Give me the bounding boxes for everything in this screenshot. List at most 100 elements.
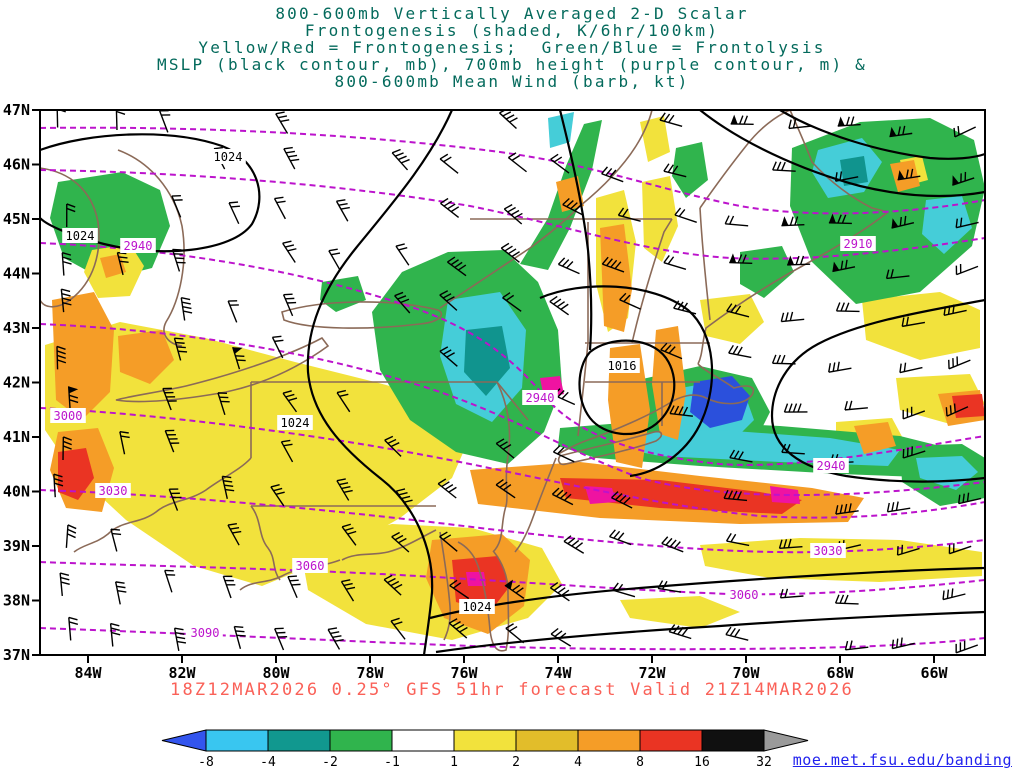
lon-axis-label: 70W xyxy=(732,664,760,682)
contour-label-mask xyxy=(210,149,246,164)
wind-barb xyxy=(659,112,683,128)
height-contour-line xyxy=(40,323,985,497)
wind-barb xyxy=(391,531,410,553)
mslp-contour-line xyxy=(558,110,593,351)
height-contour-line xyxy=(40,489,985,554)
wind-barb xyxy=(502,292,522,312)
wind-barb xyxy=(779,588,804,599)
wind-barb xyxy=(222,575,236,599)
contour-label: 1024 xyxy=(66,229,95,243)
lon-axis-label: 72W xyxy=(638,664,666,682)
wind-barb xyxy=(60,288,72,313)
wind-barb xyxy=(340,579,356,602)
mslp-contour-line xyxy=(435,610,985,654)
wind-barb xyxy=(395,243,410,266)
colorbar: -8 -4 -2 -1 1 2 4 8 16 32 xyxy=(161,729,809,768)
wind-barb xyxy=(439,346,458,367)
wind-barb xyxy=(65,524,77,548)
wind-barb xyxy=(619,292,641,310)
shading-region xyxy=(118,330,174,384)
shading-region xyxy=(652,326,686,440)
wind-barb xyxy=(724,215,749,227)
colorbar-cell xyxy=(205,729,269,752)
state-border-line xyxy=(496,381,529,421)
wind-barb xyxy=(56,345,67,370)
wind-barb xyxy=(328,248,341,272)
wind-barb xyxy=(771,354,796,365)
wind-barb xyxy=(505,623,525,644)
colorbar-cell xyxy=(453,729,517,752)
lon-axis-label: 84W xyxy=(74,664,102,682)
wind-barb xyxy=(834,171,859,182)
wind-barb xyxy=(902,446,926,459)
lat-axis-label: 45N xyxy=(3,210,30,228)
wind-barb xyxy=(729,449,753,463)
wind-barb xyxy=(164,569,176,593)
wind-barb xyxy=(901,316,926,328)
contour-label: 3030 xyxy=(814,544,843,558)
wind-barb xyxy=(549,295,570,316)
wind-barb xyxy=(114,581,127,605)
title-line-1: 800-600mb Vertically Averaged 2-D Scalar xyxy=(275,4,749,23)
wind-barb xyxy=(173,337,188,361)
shading-region xyxy=(58,448,94,500)
shading-region xyxy=(862,292,980,360)
wind-barb xyxy=(282,390,298,413)
contour-label-mask xyxy=(292,558,328,573)
wind-barb xyxy=(725,626,749,641)
wind-barb xyxy=(834,594,859,605)
contour-label: 2910 xyxy=(844,237,873,251)
shading-region xyxy=(700,294,764,344)
state-border-line xyxy=(281,301,443,329)
mslp-contour-line xyxy=(539,285,714,478)
lon-axis-label: 80W xyxy=(262,664,290,682)
title-line-3: Yellow/Red = Frontogenesis; Green/Blue =… xyxy=(198,38,826,57)
contour-label-mask xyxy=(459,599,495,614)
title-line-5: 800-600mb Mean Wind (barb, kt) xyxy=(334,72,690,91)
shading-region xyxy=(45,322,472,586)
wind-barb xyxy=(674,207,697,223)
title-line-2: Frontogenesis (shaded, K/6hr/100km) xyxy=(304,21,720,40)
wind-barb xyxy=(283,146,300,170)
wind-barb xyxy=(437,478,457,499)
wind-barb xyxy=(61,251,72,276)
wind-barb xyxy=(562,197,584,216)
mslp-contour-line xyxy=(699,110,985,198)
wind-barb xyxy=(663,255,687,270)
contour-label: 3090 xyxy=(191,626,220,640)
contour-label: 1024 xyxy=(214,150,243,164)
state-border-line xyxy=(115,336,330,403)
lat-axis-label: 38N xyxy=(3,592,30,610)
shading-region xyxy=(922,196,972,254)
wind-barb xyxy=(180,297,193,321)
wind-barb xyxy=(955,640,979,654)
lon-axis-label: 66W xyxy=(920,664,948,682)
wind-barb xyxy=(336,478,353,501)
colorbar-cell xyxy=(701,729,765,752)
lon-axis-label: 76W xyxy=(450,664,478,682)
wind-barb xyxy=(233,625,246,649)
title-line-4: MSLP (black contour, mb), 700mb height (… xyxy=(157,55,867,74)
wind-barb xyxy=(217,392,230,416)
shading-region xyxy=(740,246,794,298)
wind-barb xyxy=(657,580,681,593)
wind-barb xyxy=(886,501,911,513)
wind-barb xyxy=(171,195,183,218)
wind-barb xyxy=(899,362,923,374)
wind-barb xyxy=(617,207,641,222)
wind-barb xyxy=(781,216,805,227)
state-border-line xyxy=(667,363,755,405)
contour-label-mask xyxy=(277,415,313,430)
wind-barb xyxy=(282,240,297,263)
wind-barb xyxy=(53,473,64,498)
wind-barb xyxy=(56,110,66,128)
colorbar-tick-label: -1 xyxy=(384,755,400,768)
contour-label-mask xyxy=(810,543,846,558)
colorbar-cell xyxy=(391,729,455,752)
wind-barb xyxy=(271,335,284,359)
source-link[interactable]: moe.met.fsu.edu/banding xyxy=(792,751,1012,768)
state-border-line xyxy=(557,403,669,455)
plot-frame xyxy=(39,109,986,656)
height-contour-line xyxy=(40,126,985,215)
